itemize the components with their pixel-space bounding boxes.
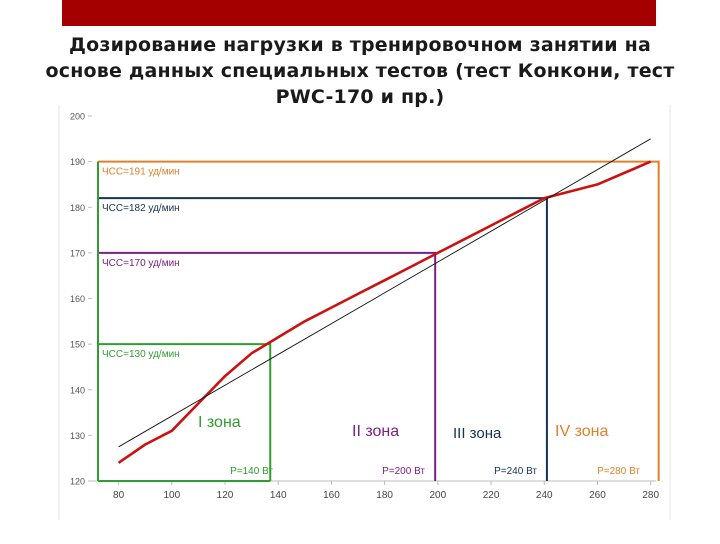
- zone-boundary: [98, 251, 437, 481]
- series-group: [117, 138, 652, 464]
- power-label-zone-3: Р=240 Вт: [494, 466, 537, 477]
- x-tick-label: 80: [113, 490, 125, 501]
- y-tick-label: 190: [70, 157, 85, 167]
- x-tick-label: 220: [483, 490, 500, 501]
- zone-name-4: IV зона: [555, 423, 608, 440]
- zone-name-3: III зона: [453, 425, 502, 442]
- slide-title: Дозирование нагрузки в тренировочном зан…: [45, 34, 675, 108]
- x-tick-label: 100: [163, 490, 180, 501]
- power-label-zone-1: Р=140 Вт: [230, 466, 273, 477]
- hr-label-zone-4: ЧСС=191 уд/мин: [102, 167, 180, 178]
- y-tick-label: 200: [70, 112, 85, 122]
- x-tick-label: 280: [642, 490, 659, 501]
- x-tick-label: 180: [376, 490, 393, 501]
- y-tick-label: 180: [70, 203, 85, 213]
- zone-boundary: [98, 160, 660, 481]
- hr-curve-line: [117, 160, 652, 464]
- y-tick-label: 130: [70, 431, 85, 441]
- y-tick-label: 120: [70, 477, 85, 487]
- x-tick-label: 260: [589, 490, 606, 501]
- x-tick-label: 140: [270, 490, 287, 501]
- x-tick-label: 200: [430, 490, 447, 501]
- y-tick-label: 150: [70, 340, 85, 350]
- zone-boundary: [98, 343, 272, 481]
- zone-name-2: II зона: [352, 423, 399, 440]
- top-accent-bar: [62, 0, 656, 26]
- hr-label-zone-2: ЧСС=170 уд/мин: [102, 258, 180, 269]
- trend-line: [118, 138, 651, 448]
- hr-label-zone-3: ЧСС=182 уд/мин: [102, 203, 180, 214]
- hr-label-zone-1: ЧСС=130 уд/мин: [102, 349, 180, 360]
- x-tick-label: 120: [217, 490, 234, 501]
- x-tick-label: 160: [323, 490, 340, 501]
- zone-labels: ЧСС=130 уд/мин ЧСС=170 уд/мин ЧСС=182 уд/м…: [102, 167, 640, 477]
- zone-name-1: I зона: [198, 414, 241, 431]
- x-tick-label: 240: [536, 490, 553, 501]
- y-tick-label: 170: [70, 248, 85, 258]
- power-label-zone-2: Р=200 Вт: [382, 466, 425, 477]
- power-label-zone-4: Р=280 Вт: [597, 466, 640, 477]
- y-tick-label: 160: [70, 294, 85, 304]
- y-tick-label: 140: [70, 385, 85, 395]
